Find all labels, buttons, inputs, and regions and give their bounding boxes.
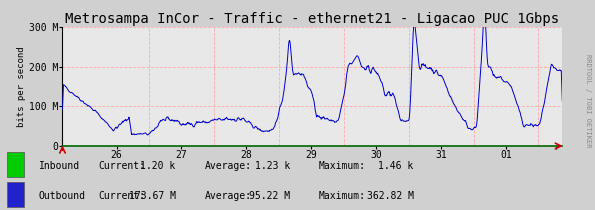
Bar bbox=[7, 152, 24, 177]
Text: Maximum:: Maximum: bbox=[318, 191, 365, 201]
Text: 1.46 k: 1.46 k bbox=[378, 161, 414, 171]
Text: 1.23 k: 1.23 k bbox=[255, 161, 290, 171]
Text: 173.67 M: 173.67 M bbox=[129, 191, 176, 201]
Text: Average:: Average: bbox=[205, 161, 252, 171]
Text: 95.22 M: 95.22 M bbox=[249, 191, 290, 201]
Text: RRDTOOL / TOBI OETIKER: RRDTOOL / TOBI OETIKER bbox=[585, 54, 591, 148]
Text: Average:: Average: bbox=[205, 191, 252, 201]
Text: Current:: Current: bbox=[98, 161, 145, 171]
Text: Outbound: Outbound bbox=[39, 191, 86, 201]
Text: Maximum:: Maximum: bbox=[318, 161, 365, 171]
Text: Current:: Current: bbox=[98, 191, 145, 201]
Text: Inbound: Inbound bbox=[39, 161, 80, 171]
Bar bbox=[7, 182, 24, 207]
Title: Metrosampa InCor - Traffic - ethernet21 - Ligacao PUC 1Gbps: Metrosampa InCor - Traffic - ethernet21 … bbox=[65, 12, 559, 26]
Text: 1.20 k: 1.20 k bbox=[140, 161, 176, 171]
Y-axis label: bits per second: bits per second bbox=[17, 46, 26, 127]
Text: 362.82 M: 362.82 M bbox=[367, 191, 414, 201]
